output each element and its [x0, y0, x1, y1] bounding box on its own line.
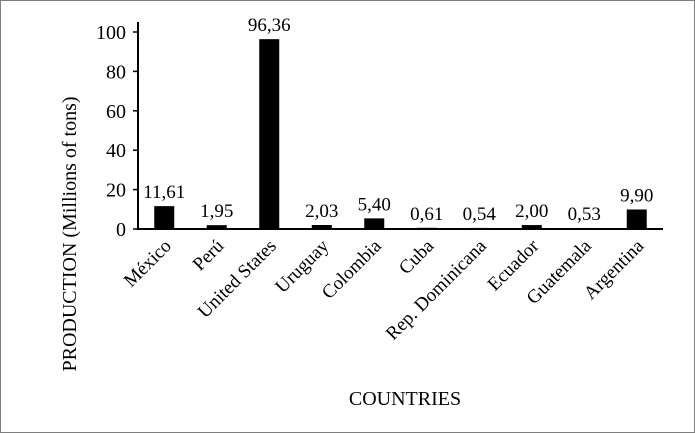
data-label: 5,40	[358, 194, 391, 215]
y-tick-label: 20	[106, 180, 126, 202]
bar	[311, 225, 332, 229]
data-label: 0,54	[463, 204, 497, 225]
data-label: 0,53	[568, 204, 601, 225]
x-tick-label: México	[120, 236, 176, 292]
data-label: 96,36	[248, 15, 291, 36]
y-tick-label: 100	[96, 22, 126, 44]
bar	[626, 209, 647, 229]
data-label: 0,61	[410, 204, 443, 225]
bar	[364, 218, 385, 229]
y-tick-label: 80	[106, 61, 126, 83]
data-label: 9,90	[620, 185, 653, 206]
y-tick-label: 0	[116, 219, 126, 241]
bar	[416, 227, 437, 229]
bar	[154, 206, 175, 229]
bar	[206, 225, 227, 229]
bar	[259, 39, 280, 229]
x-tick-label: Perú	[189, 235, 229, 275]
data-label: 11,61	[143, 182, 185, 203]
y-tick-label: 40	[106, 140, 126, 162]
data-label: 2,03	[305, 201, 338, 222]
bar	[574, 227, 595, 229]
data-label: 2,00	[515, 201, 548, 222]
y-axis-ticks: 0 20 40 60 80 100	[96, 22, 138, 241]
data-label: 1,95	[200, 201, 233, 222]
y-tick-label: 60	[106, 101, 126, 123]
bar	[469, 227, 490, 229]
x-tick-label: Cuba	[395, 235, 439, 279]
value-labels: 11,61 1,95 96,36 2,03 5,40 0,61 0,54 2,00 0,53 9,…	[143, 15, 653, 225]
y-axis-title: PRODUCTION (Millions of tons)	[59, 96, 81, 371]
bars	[154, 39, 647, 229]
bar	[521, 225, 542, 229]
x-axis-title: COUNTRIES	[349, 388, 461, 410]
